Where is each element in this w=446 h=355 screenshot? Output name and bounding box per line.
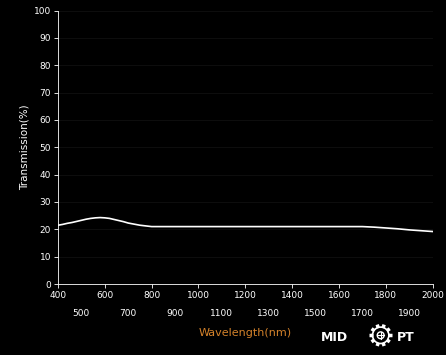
Text: 1900: 1900 [398, 309, 421, 318]
Y-axis label: Transmission(%): Transmission(%) [20, 104, 29, 190]
Text: 700: 700 [120, 309, 137, 318]
Text: 1700: 1700 [351, 309, 374, 318]
Text: MID: MID [321, 331, 348, 344]
Text: 1500: 1500 [304, 309, 327, 318]
Text: 1300: 1300 [257, 309, 280, 318]
X-axis label: Wavelength(nm): Wavelength(nm) [199, 328, 292, 338]
Text: 1100: 1100 [211, 309, 233, 318]
Text: 900: 900 [166, 309, 184, 318]
Text: PT: PT [397, 331, 415, 344]
Text: 500: 500 [73, 309, 90, 318]
